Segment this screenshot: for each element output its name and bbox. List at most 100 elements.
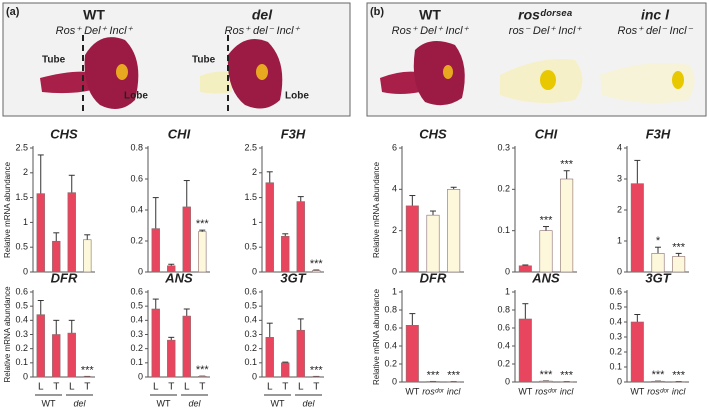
- bar: [151, 308, 160, 378]
- flower-palate: [256, 64, 268, 80]
- y-tick-label: 2: [252, 167, 257, 177]
- chart-title: DFR: [51, 270, 78, 285]
- y-tick-label: 0: [392, 266, 397, 276]
- bar: [167, 339, 176, 378]
- bar: [265, 182, 274, 273]
- group-label: WT: [42, 398, 56, 408]
- x-tick-label: rosᵈᵒʳ: [535, 386, 558, 396]
- y-tick-label: 0.3: [15, 329, 28, 339]
- significance: ***: [310, 258, 324, 270]
- bar: [651, 380, 665, 383]
- y-tick-label: 0.3: [497, 142, 510, 152]
- bar: [630, 183, 644, 273]
- chart-title: CHS: [419, 126, 447, 141]
- genotype-name: inc l: [641, 7, 670, 23]
- y-tick-label: 0.6: [384, 322, 397, 332]
- y-tick-label: 0.5: [15, 242, 28, 252]
- chart-title: 3GT: [280, 270, 306, 285]
- bar: [405, 205, 419, 273]
- x-tick-label: incl: [560, 386, 575, 396]
- y-tick-label: 0.8: [130, 142, 143, 152]
- y-tick-label: 0: [617, 376, 622, 386]
- x-tick-label: WT: [518, 386, 532, 396]
- genotype: Ros⁺ Del⁺ Incl⁺: [392, 25, 470, 37]
- y-tick-label: 0.5: [609, 301, 622, 311]
- y-tick-label: 0.6: [130, 286, 143, 296]
- bar: [426, 214, 440, 273]
- y-tick-label: 0.6: [497, 322, 510, 332]
- y-tick-label: 0.2: [130, 343, 143, 353]
- chart-title: DFR: [420, 270, 447, 285]
- y-tick-label: 2.5: [244, 142, 257, 152]
- bar: [296, 329, 305, 378]
- bar: [296, 201, 305, 273]
- bar: [52, 240, 61, 273]
- y-tick-label: 0.8: [384, 304, 397, 314]
- y-tick-label: 0.4: [244, 315, 257, 325]
- flower-tube: [380, 71, 420, 94]
- significance: ***: [560, 159, 574, 171]
- panel-label: (b): [370, 6, 384, 18]
- bar: [36, 193, 45, 273]
- flower-lobe: [84, 37, 139, 110]
- y-axis-label: Relative mRNA abundance: [3, 161, 12, 258]
- genotype: Ros⁺ del⁻ Incl⁻: [618, 25, 694, 37]
- significance: ***: [672, 241, 686, 253]
- bar: [151, 228, 160, 273]
- bar: [167, 265, 176, 273]
- x-tick-label: T: [84, 382, 90, 393]
- y-tick-label: 0.4: [497, 340, 510, 350]
- bar: [518, 265, 532, 273]
- y-tick-label: 1: [23, 217, 28, 227]
- genotype-name: del: [252, 7, 273, 23]
- genotype-name: WT: [83, 7, 105, 23]
- x-tick-label: L: [298, 382, 304, 393]
- y-tick-label: 3: [617, 173, 622, 183]
- part-label: Lobe: [124, 91, 148, 102]
- part-label: Tube: [42, 55, 66, 66]
- bar: [539, 380, 553, 383]
- y-tick-label: 0.2: [497, 358, 510, 368]
- flower: [600, 62, 695, 104]
- x-tick-label: T: [313, 382, 319, 393]
- x-tick-label: T: [199, 382, 205, 393]
- x-tick-label: T: [53, 382, 59, 393]
- bar: [672, 256, 686, 273]
- bar: [52, 334, 61, 378]
- y-tick-label: 0: [23, 266, 28, 276]
- significance: ***: [540, 369, 554, 381]
- genotype: Ros⁺ del⁻ Incl⁺: [225, 25, 301, 37]
- y-tick-label: 0.3: [244, 329, 257, 339]
- y-tick-label: 2: [617, 204, 622, 214]
- genotype-name: rosᵈᵒʳˢᵉᵃ: [518, 7, 572, 23]
- flower-lobe: [413, 41, 465, 106]
- y-tick-label: 2.5: [15, 142, 28, 152]
- y-tick-label: 0: [252, 266, 257, 276]
- bar: [405, 324, 419, 383]
- photo-panel-b: (b) WT Ros⁺ Del⁺ Incl⁺ rosᵈᵒʳˢᵉᵃ ros⁻ De…: [366, 2, 707, 117]
- genotype: Ros⁺ Del⁺ Incl⁺: [56, 25, 134, 37]
- y-tick-label: 4: [392, 184, 397, 194]
- chart-title: CHI: [168, 126, 191, 141]
- y-tick-label: 0.4: [15, 315, 28, 325]
- group-label: WT: [271, 398, 285, 408]
- y-tick-label: 0.4: [384, 340, 397, 350]
- bar: [198, 231, 207, 273]
- bar: [312, 270, 321, 273]
- bar: [182, 315, 191, 378]
- y-tick-label: 0: [505, 266, 510, 276]
- y-tick-label: 0.5: [244, 242, 257, 252]
- chart-title: CHI: [535, 126, 558, 141]
- y-tick-label: 0.6: [15, 286, 28, 296]
- bar: [83, 239, 92, 273]
- part-label: Tube: [192, 55, 216, 66]
- photo-panel-a: (a) WT Ros⁺ Del⁺ Incl⁺ del Ros⁺ del⁻ Inc…: [2, 2, 351, 117]
- y-tick-label: 0: [23, 371, 28, 381]
- flower-palate: [116, 64, 128, 80]
- y-tick-label: 0.4: [130, 204, 143, 214]
- x-tick-label: incl: [447, 386, 462, 396]
- x-tick-label: L: [69, 382, 75, 393]
- significance: ***: [81, 364, 95, 376]
- x-tick-label: T: [282, 382, 288, 393]
- chart-title: ANS: [531, 270, 560, 285]
